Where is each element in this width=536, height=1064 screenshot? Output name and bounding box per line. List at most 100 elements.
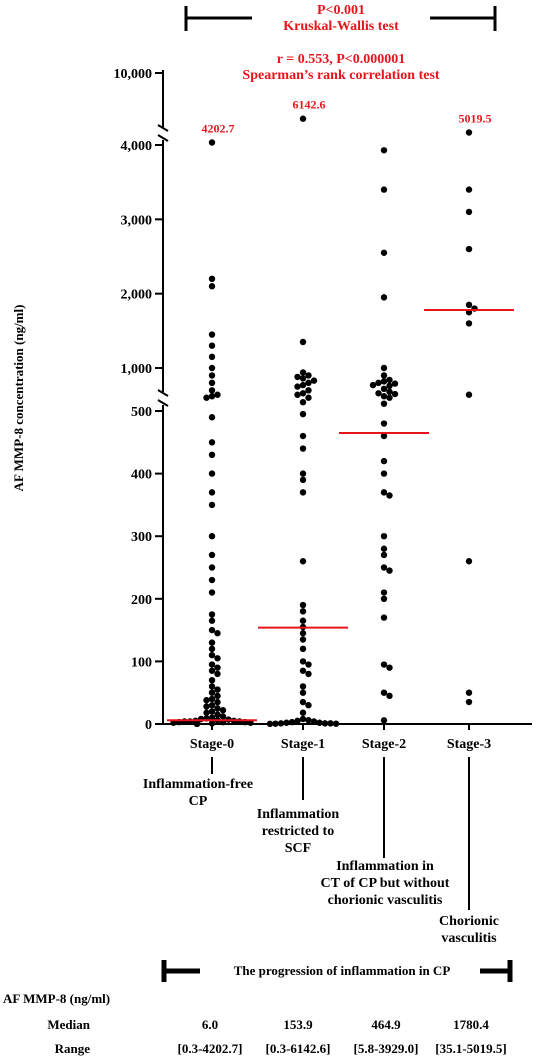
data-point (380, 385, 388, 393)
data-point (386, 664, 393, 671)
data-point (208, 451, 216, 459)
data-point (214, 655, 221, 662)
x-category-labels: Stage-0 Stage-1 Stage-2 Stage-3 (190, 724, 491, 752)
data-point (380, 364, 388, 372)
data-point (208, 626, 216, 634)
stage-description-line: CP (189, 794, 208, 809)
data-point (214, 391, 221, 398)
data-point (299, 476, 307, 484)
data-point (391, 390, 399, 398)
kruskal-bracket (184, 6, 497, 31)
data-point (208, 372, 216, 379)
data-point (208, 414, 216, 421)
data-point (294, 383, 301, 390)
data-point (327, 720, 334, 727)
data-point (305, 717, 312, 724)
data-point (465, 186, 473, 193)
data-point (299, 689, 307, 696)
progression-label: The progression of inflammation in CP (234, 963, 451, 978)
data-point (310, 377, 318, 384)
data-point (305, 394, 312, 401)
kruskal-test-label: Kruskal-Wallis test (283, 19, 399, 34)
data-point (299, 715, 307, 723)
data-point (386, 382, 393, 390)
data-point (299, 683, 307, 690)
data-point (299, 630, 307, 637)
data-point (380, 372, 388, 379)
data-point (380, 689, 388, 696)
y-tick-label: 500 (131, 405, 152, 420)
data-point (380, 249, 388, 256)
data-point (294, 717, 301, 725)
data-point (391, 380, 399, 387)
data-point (208, 439, 216, 446)
data-point (380, 564, 388, 571)
data-point (380, 393, 388, 400)
stage-description-line: CT of CP but without (321, 876, 450, 891)
stage-description-line: Inflammation (257, 807, 340, 822)
x-tick-label: Stage-2 (362, 737, 406, 752)
data-point (299, 489, 307, 496)
data-point (305, 387, 312, 394)
data-point (299, 667, 307, 674)
y-tick-label: 1,000 (121, 362, 153, 377)
data-point (299, 608, 307, 615)
data-point (299, 709, 307, 716)
table-range-cell: [0.3-4202.7] (178, 1041, 243, 1056)
x-tick-label: Stage-0 (190, 737, 234, 752)
data-point (380, 489, 388, 496)
data-point (299, 445, 307, 452)
data-point (332, 720, 340, 727)
data-point (266, 720, 274, 728)
progression-bracket (161, 960, 513, 982)
data-point (272, 720, 279, 727)
data-point (208, 353, 216, 361)
data-point (299, 698, 307, 706)
data-point (208, 708, 216, 715)
data-point (299, 432, 307, 440)
data-point (214, 670, 221, 678)
data-point (386, 692, 393, 700)
data-point (208, 720, 216, 727)
data-point (299, 381, 307, 389)
data-point (208, 489, 216, 496)
table-row-label-median: Median (47, 1017, 90, 1032)
data-point (380, 661, 388, 668)
data-point (208, 139, 216, 146)
data-point (299, 390, 307, 397)
data-point (299, 375, 307, 382)
data-point (208, 331, 216, 338)
data-point (208, 283, 216, 290)
data-point (380, 717, 388, 724)
table-cells: 6.0 153.9 464.9 1780.4 [0.3-4202.7] [0.3-6142… (178, 1017, 507, 1056)
data-point (283, 719, 290, 726)
data-point (208, 275, 216, 282)
data-point (380, 432, 388, 440)
y-tick-label: 3,000 (121, 213, 153, 228)
data-point (208, 661, 216, 668)
data-point (294, 373, 301, 381)
data-point (299, 558, 307, 565)
data-point (208, 617, 216, 624)
max-value-label: 6142.6 (293, 98, 326, 112)
data-point (208, 689, 216, 696)
data-point (208, 501, 216, 509)
y-tick-label: 2,000 (121, 288, 153, 303)
data-point (380, 457, 388, 465)
stage-description-line: Inflammation-free (143, 777, 253, 792)
max-value-label: 5019.5 (459, 111, 492, 125)
data-point (299, 658, 307, 665)
median-lines (167, 308, 514, 722)
table-range-cell: [0.3-6142.6] (266, 1041, 331, 1056)
table-header: AF MMP-8 (ng/ml) (3, 991, 110, 1006)
data-point (208, 667, 216, 674)
y-tick-label: 4,000 (121, 139, 153, 154)
data-point (208, 551, 216, 559)
data-point (465, 558, 473, 565)
table-range-cell: [35.1-5019.5] (435, 1041, 507, 1056)
data-point (380, 589, 388, 596)
y-axis (157, 70, 169, 724)
data-point (299, 398, 307, 406)
y-tick-label: 0 (145, 718, 152, 733)
